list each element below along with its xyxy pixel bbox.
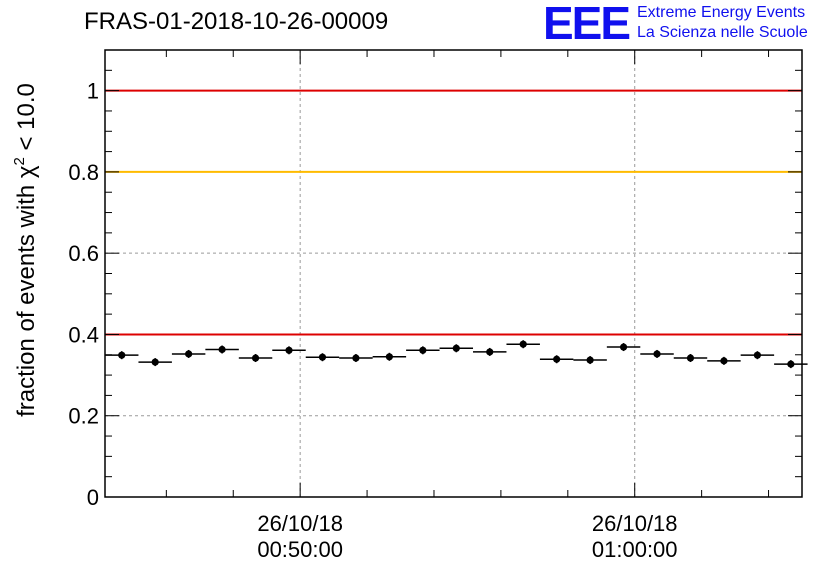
data-point-marker (352, 354, 360, 362)
data-point-marker (285, 346, 293, 354)
logo-text-line-2: La Scienza nelle Scuole (637, 24, 808, 41)
y-tick-label: 0.4 (68, 322, 99, 347)
data-point-marker (686, 354, 695, 362)
data-point-marker (653, 350, 661, 358)
data-point (606, 343, 641, 352)
y-axis-label: fraction of events with χ2 < 10.0 (11, 83, 40, 417)
data-point-marker (118, 351, 126, 359)
data-point-marker (385, 353, 393, 361)
data-point-marker (185, 350, 193, 358)
data-point-marker (720, 357, 728, 365)
data-point (205, 345, 239, 354)
data-point (506, 340, 540, 349)
y-tick-label: 0.8 (68, 160, 99, 185)
data-point (238, 354, 273, 363)
data-point (673, 354, 708, 363)
data-point-marker (218, 345, 226, 354)
data-point-marker (251, 354, 260, 362)
x-tick-label: 26/10/18 (592, 511, 678, 536)
data-point (473, 347, 507, 356)
data-point-marker (519, 340, 527, 348)
data-point-marker (619, 343, 628, 351)
data-point (105, 351, 139, 360)
data-point-marker (753, 351, 761, 359)
data-point-marker (553, 355, 561, 363)
x-tick-label: 01:00:00 (592, 537, 678, 562)
data-point-marker (586, 356, 594, 364)
data-point (707, 356, 741, 365)
chart-title: FRAS-01-2018-10-26-00009 (84, 8, 389, 35)
data-point (740, 351, 775, 360)
data-point (573, 356, 607, 365)
data-point-marker (486, 348, 494, 356)
logo-text-line-1: Extreme Energy Events (637, 4, 806, 21)
data-point-marker (452, 344, 460, 352)
eee-logo: EEE (543, 0, 631, 49)
data-point-marker (318, 353, 327, 361)
y-tick-label: 0.2 (68, 404, 99, 429)
x-tick-label: 26/10/18 (257, 511, 343, 536)
data-point (372, 352, 407, 361)
data-point-marker (787, 360, 795, 368)
x-tick-label: 00:50:00 (257, 537, 343, 562)
y-tick-label: 1 (87, 79, 99, 104)
data-point (305, 353, 340, 362)
data-point (171, 349, 206, 358)
data-point (774, 360, 808, 369)
data-point (339, 354, 373, 363)
data-point (539, 355, 574, 364)
plot-frame (104, 49, 803, 498)
data-point (138, 358, 172, 367)
data-point (640, 349, 674, 358)
data-point-marker (151, 358, 159, 366)
y-tick-label: 0.6 (68, 241, 99, 266)
data-point (272, 346, 306, 355)
data-point (406, 346, 440, 355)
y-tick-label: 0 (87, 485, 99, 510)
data-point-marker (419, 346, 427, 354)
data-point (439, 344, 474, 353)
